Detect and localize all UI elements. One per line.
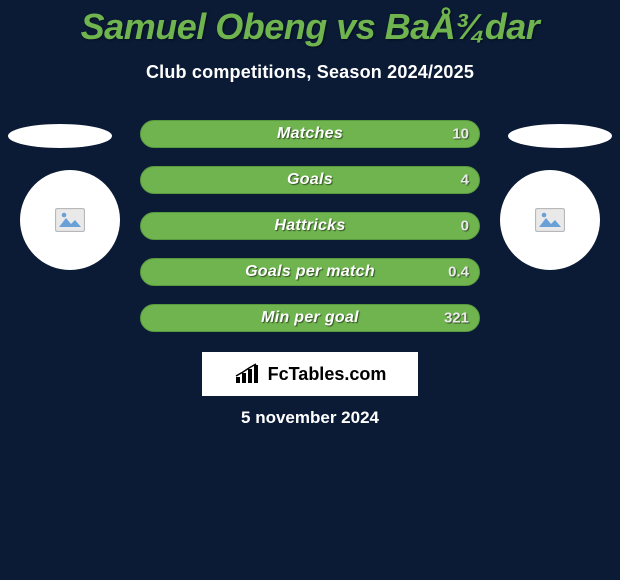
stat-label: Goals (287, 171, 333, 189)
stat-label: Hattricks (274, 217, 345, 235)
stat-value: 0.4 (448, 264, 469, 281)
stat-value: 4 (461, 172, 469, 189)
bar-chart-icon (234, 363, 262, 385)
stat-value: 10 (452, 126, 469, 143)
subtitle: Club competitions, Season 2024/2025 (0, 62, 620, 83)
stat-bar: Goals per match 0.4 (140, 258, 480, 286)
date-text: 5 november 2024 (0, 408, 620, 428)
content: Samuel Obeng vs BaÅ¾dar Club competition… (0, 0, 620, 83)
stat-label: Min per goal (261, 309, 359, 327)
stat-bar: Matches 10 (140, 120, 480, 148)
avatar-right (500, 170, 600, 270)
placeholder-image-icon (55, 208, 85, 232)
page-title: Samuel Obeng vs BaÅ¾dar (0, 0, 620, 48)
stat-bar: Min per goal 321 (140, 304, 480, 332)
shadow-ellipse-left (8, 124, 112, 148)
shadow-ellipse-right (508, 124, 612, 148)
stat-label: Goals per match (245, 263, 375, 281)
stat-value: 321 (444, 310, 469, 327)
placeholder-image-icon (535, 208, 565, 232)
stat-label: Matches (277, 125, 343, 143)
stat-bar: Goals 4 (140, 166, 480, 194)
stats-bars: Matches 10 Goals 4 Hattricks 0 Goals per… (140, 120, 480, 332)
brand-text: FcTables.com (268, 364, 387, 385)
brand-badge: FcTables.com (202, 352, 418, 396)
avatar-left (20, 170, 120, 270)
stat-bar: Hattricks 0 (140, 212, 480, 240)
stat-value: 0 (461, 218, 469, 235)
